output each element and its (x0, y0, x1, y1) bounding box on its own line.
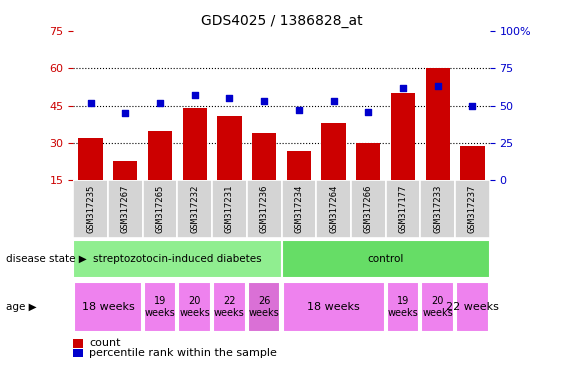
Bar (351, 180, 386, 238)
Text: GSM317265: GSM317265 (155, 185, 164, 233)
Bar (282, 240, 490, 278)
Bar (283, 282, 385, 333)
Bar (142, 180, 177, 238)
Bar (421, 180, 455, 238)
Point (329, 98, 338, 104)
Text: disease state ▶: disease state ▶ (6, 254, 86, 264)
Bar (212, 180, 247, 238)
Text: control: control (368, 254, 404, 264)
Text: GSM317237: GSM317237 (468, 185, 477, 233)
Text: 19
weeks: 19 weeks (388, 296, 418, 318)
Bar (177, 180, 212, 238)
Bar (78, 138, 102, 180)
Text: count: count (89, 338, 120, 348)
Text: 19
weeks: 19 weeks (145, 296, 175, 318)
Bar (426, 68, 450, 180)
Text: 26
weeks: 26 weeks (249, 296, 279, 318)
Point (155, 99, 164, 106)
Bar (217, 116, 242, 180)
Text: GSM317231: GSM317231 (225, 185, 234, 233)
Text: 18 weeks: 18 weeks (307, 302, 360, 312)
Bar (144, 282, 176, 333)
Bar (113, 161, 137, 180)
Point (260, 98, 269, 104)
Text: 20
weeks: 20 weeks (180, 296, 210, 318)
Bar (252, 133, 276, 180)
Bar (455, 180, 490, 238)
Bar (73, 240, 282, 278)
Bar (74, 282, 141, 333)
Bar (148, 131, 172, 180)
Bar (461, 146, 485, 180)
Point (225, 95, 234, 101)
Point (86, 99, 95, 106)
Point (294, 107, 303, 113)
Text: GSM317232: GSM317232 (190, 185, 199, 233)
Text: GSM317266: GSM317266 (364, 185, 373, 233)
Text: GSM317234: GSM317234 (294, 185, 303, 233)
Bar (248, 282, 280, 333)
Text: GSM317233: GSM317233 (434, 185, 442, 233)
Bar (282, 180, 316, 238)
Text: GSM317267: GSM317267 (121, 185, 129, 233)
Point (120, 110, 129, 116)
Text: GSM317177: GSM317177 (399, 185, 408, 233)
Text: GSM317236: GSM317236 (260, 185, 269, 233)
Text: percentile rank within the sample: percentile rank within the sample (89, 348, 277, 358)
Text: streptozotocin-induced diabetes: streptozotocin-induced diabetes (93, 254, 262, 264)
Bar (287, 151, 311, 180)
Title: GDS4025 / 1386828_at: GDS4025 / 1386828_at (200, 14, 363, 28)
Text: GSM317264: GSM317264 (329, 185, 338, 233)
Text: 22 weeks: 22 weeks (446, 302, 499, 312)
Point (364, 109, 373, 115)
Bar (73, 180, 108, 238)
Bar (391, 93, 415, 180)
Bar (182, 108, 207, 180)
Point (434, 83, 443, 89)
Bar (356, 143, 381, 180)
Point (399, 84, 408, 91)
Bar (422, 282, 454, 333)
Point (468, 103, 477, 109)
Text: 20
weeks: 20 weeks (422, 296, 453, 318)
Bar (321, 123, 346, 180)
Text: 18 weeks: 18 weeks (82, 302, 135, 312)
Text: 22
weeks: 22 weeks (214, 296, 245, 318)
Bar (108, 180, 142, 238)
Bar (213, 282, 245, 333)
Bar (386, 180, 421, 238)
Bar (387, 282, 419, 333)
Text: GSM317235: GSM317235 (86, 185, 95, 233)
Bar (247, 180, 282, 238)
Point (190, 92, 199, 98)
Text: age ▶: age ▶ (6, 302, 36, 312)
Bar (178, 282, 211, 333)
Bar (316, 180, 351, 238)
Bar (456, 282, 489, 333)
